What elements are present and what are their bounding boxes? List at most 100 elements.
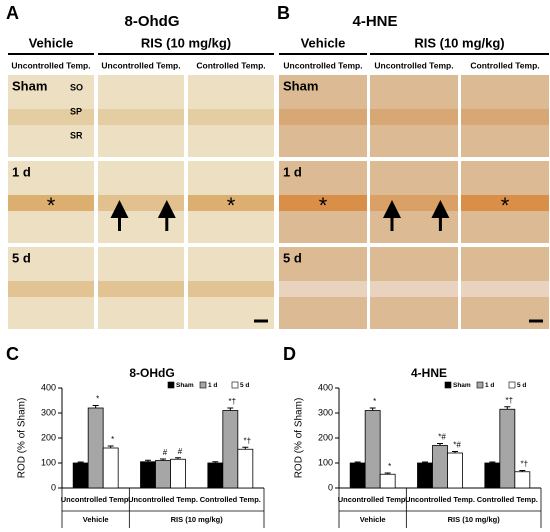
legend-swatch [231,381,239,389]
bar [484,462,501,489]
group-header: RIS (10 mg/kg) [414,35,504,50]
x-tick-label: Uncontrolled Temp. [405,495,475,504]
cell-layer [8,281,94,297]
cell-layer [188,281,274,297]
bar [514,471,531,489]
marker: * [501,193,510,218]
y-tick-label: 100 [41,457,56,467]
panel-title: 8-OhdG [125,13,180,30]
legend-label: 5 d [517,382,526,389]
row-label: 1 d [12,164,31,179]
legend-label: Sham [453,382,471,389]
cell-layer [8,195,94,211]
panel-label: D [283,344,296,364]
bar [72,462,89,489]
bar [364,410,381,489]
group-header: Vehicle [301,35,346,50]
column-header: Uncontrolled Temp. [11,60,90,70]
group-header: RIS (10 mg/kg) [141,35,231,50]
y-tick-label: 400 [41,382,56,392]
cell-layer [188,109,274,125]
marker: * [227,193,236,218]
bar [349,462,366,489]
legend-swatch [199,381,207,389]
cell-layer [370,109,458,125]
legend-swatch [167,381,175,389]
row-label: Sham [283,78,318,93]
layer-label: SR [70,130,83,140]
cell-layer [461,281,549,297]
bar [155,460,171,489]
bar [237,448,254,489]
row-label: 5 d [12,250,31,265]
cell-layer [370,281,458,297]
y-tick-label: 100 [318,457,333,467]
annotation: # [163,448,168,457]
bar [447,452,463,489]
cell-layer [461,195,549,211]
cell-layer [461,109,549,125]
column-header: Uncontrolled Temp. [374,60,453,70]
cell-layer [98,281,184,297]
annotation: # [178,447,183,456]
legend-swatch [476,381,484,389]
annotation: *† [244,436,252,445]
x-tick-label: Uncontrolled Temp. [128,495,198,504]
cell-layer [98,109,184,125]
group-label: Vehicle [83,515,109,524]
group-label: Vehicle [360,515,386,524]
bar [140,461,156,489]
bar [499,408,516,489]
group-header: Vehicle [29,35,74,50]
cell-layer [279,281,367,297]
x-tick-label: Controlled Temp. [477,495,538,504]
y-tick-label: 300 [41,407,56,417]
cell-layer [279,195,367,211]
bar [222,410,239,489]
annotation: *# [453,441,461,450]
cell-layer [98,195,184,211]
column-header: Controlled Temp. [196,60,265,70]
annotation: * [111,435,114,444]
annotation: * [388,462,391,471]
y-axis-label: ROD (% of Sham) [17,398,28,479]
row-label: 1 d [283,164,302,179]
annotation: *# [438,433,446,442]
bar [207,462,224,489]
annotation: *† [521,460,529,469]
cell-layer [8,109,94,125]
panel-label: C [6,344,19,364]
panel-title: 4-HNE [352,13,397,30]
legend-label: 1 d [485,382,494,389]
x-tick-label: Uncontrolled Temp. [61,495,131,504]
annotation: *† [229,397,237,406]
annotation: * [96,395,99,404]
legend-label: 5 d [240,382,249,389]
group-label: RIS (10 mg/kg) [448,515,501,524]
y-tick-label: 0 [51,482,56,492]
marker: * [47,193,56,218]
column-header: Uncontrolled Temp. [283,60,362,70]
x-tick-label: Uncontrolled Temp. [338,495,408,504]
bar [87,407,104,489]
group-label: RIS (10 mg/kg) [171,515,224,524]
bar [170,458,186,489]
cell-layer [370,195,458,211]
row-label: Sham [12,78,47,93]
bar [102,447,119,489]
cell-layer [279,109,367,125]
bar [379,473,396,489]
annotation: *† [506,396,514,405]
y-tick-label: 0 [328,482,333,492]
y-axis-label: ROD (% of Sham) [294,398,305,479]
chart-title: 4-HNE [411,366,447,380]
bar [417,462,433,489]
legend-label: 1 d [208,382,217,389]
chart-title: 8-OHdG [129,366,174,380]
column-header: Uncontrolled Temp. [101,60,180,70]
y-tick-label: 200 [318,432,333,442]
panel-label: A [6,3,19,23]
y-tick-label: 300 [318,407,333,417]
legend-swatch [444,381,452,389]
